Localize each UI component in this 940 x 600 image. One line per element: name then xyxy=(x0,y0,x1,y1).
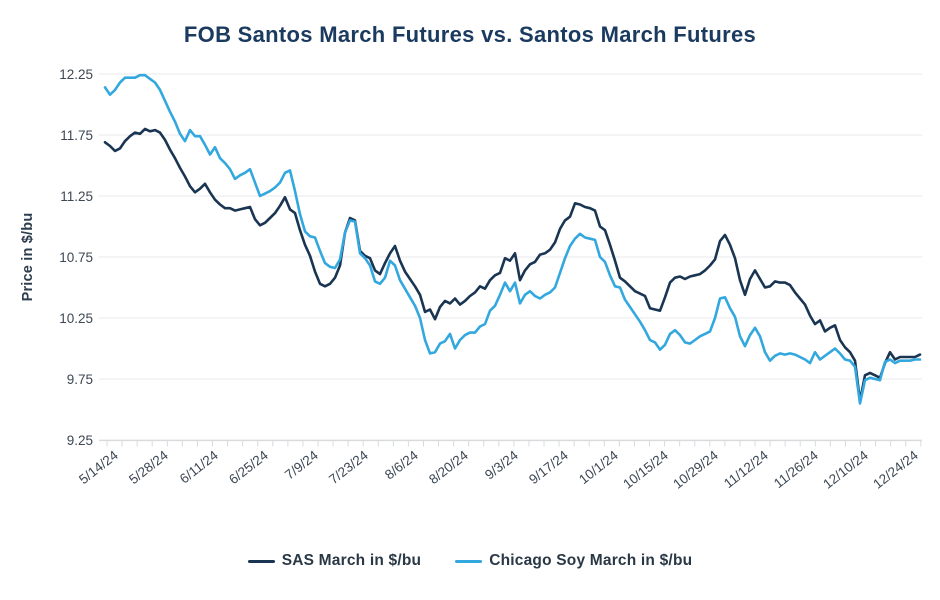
x-tick-label: 11/12/24 xyxy=(721,447,771,491)
x-tick-label: 11/26/24 xyxy=(771,447,821,491)
y-tick-label: 10.75 xyxy=(59,250,93,265)
x-tick-label: 10/29/24 xyxy=(670,447,721,491)
y-tick-label: 9.25 xyxy=(67,433,93,448)
sas-line-swatch xyxy=(247,559,275,563)
x-tick-label: 9/3/24 xyxy=(482,447,521,482)
x-tick-label: 5/14/24 xyxy=(76,447,121,487)
x-tick-label: 6/25/24 xyxy=(226,447,271,487)
x-tick-label: 10/1/24 xyxy=(576,447,621,487)
chart-legend: SAS March in $/bu Chicago Soy March in $… xyxy=(0,552,940,570)
chicago-series-line xyxy=(103,73,922,405)
chart-title: FOB Santos March Futures vs. Santos Marc… xyxy=(183,22,757,47)
y-tick-label: 9.75 xyxy=(67,372,93,387)
sas-series-line xyxy=(103,127,922,403)
x-tick-label: 7/9/24 xyxy=(282,447,321,482)
x-tick-label: 8/20/24 xyxy=(426,447,471,487)
y-tick-label: 10.25 xyxy=(59,311,93,326)
x-tick-label: 8/6/24 xyxy=(382,447,421,482)
y-tick-label: 12.25 xyxy=(59,67,93,82)
y-tick-label: 11.75 xyxy=(60,128,93,143)
x-tick-label: 6/11/24 xyxy=(177,447,221,486)
x-tick-label: 7/23/24 xyxy=(326,447,371,487)
x-tick-label: 12/24/24 xyxy=(870,447,921,491)
x-tick-label: 10/15/24 xyxy=(620,447,671,491)
legend-label-chicago: Chicago Soy March in $/bu xyxy=(489,552,693,569)
legend-label-sas: SAS March in $/bu xyxy=(281,552,422,569)
legend-item-chicago: Chicago Soy March in $/bu xyxy=(455,552,692,570)
legend-item-sas: SAS March in $/bu xyxy=(247,552,422,570)
x-tick-label: 9/17/24 xyxy=(526,447,571,487)
x-tick-label: 5/28/24 xyxy=(126,447,171,487)
x-tick-label: 12/10/24 xyxy=(820,447,871,491)
chicago-line-swatch xyxy=(455,559,483,563)
y-tick-label: 11.25 xyxy=(60,189,93,204)
